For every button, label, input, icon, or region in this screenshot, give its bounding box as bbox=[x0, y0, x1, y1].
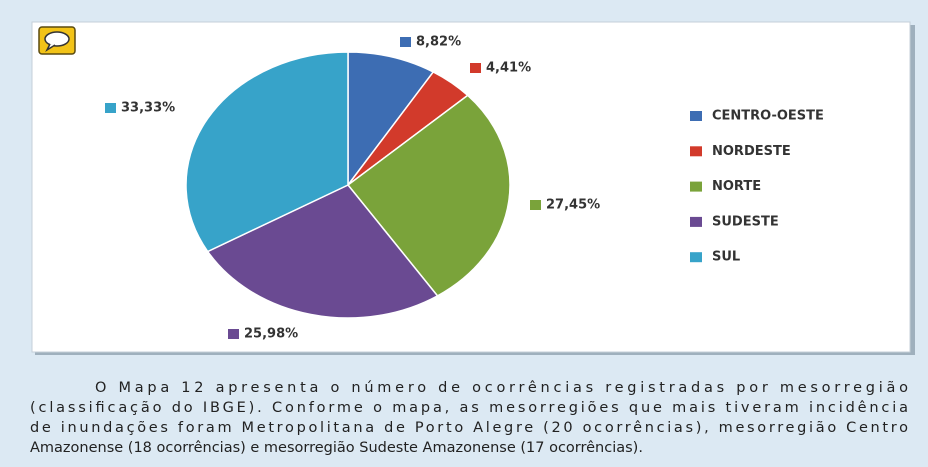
data-label: 33,33% bbox=[121, 101, 175, 116]
label-swatch bbox=[400, 37, 411, 47]
legend-label: SUL bbox=[712, 250, 740, 265]
label-swatch bbox=[470, 63, 481, 73]
label-swatch bbox=[105, 103, 116, 113]
paragraph-line: Amazonense (18 ocorrências) e mesorregiã… bbox=[30, 440, 643, 456]
legend-swatch bbox=[690, 252, 702, 263]
data-label: 27,45% bbox=[546, 198, 600, 213]
legend-swatch bbox=[690, 181, 702, 192]
paragraph-line: O Mapa 12 apresenta o número de ocorrênc… bbox=[95, 380, 908, 396]
pie-slice bbox=[346, 94, 511, 297]
pie-slice bbox=[185, 51, 349, 253]
legend-swatch bbox=[690, 111, 702, 121]
data-label: 4,41% bbox=[486, 61, 531, 76]
label-swatch bbox=[530, 200, 541, 210]
legend-swatch bbox=[690, 216, 702, 227]
label-swatch bbox=[228, 329, 239, 339]
paragraph-line: de inundações foram Metropolitana de Por… bbox=[30, 420, 908, 436]
pie-slice bbox=[206, 184, 439, 319]
pie-slice bbox=[347, 51, 435, 188]
legend-label: NORDESTE bbox=[712, 144, 791, 159]
legend-label: CENTRO-OESTE bbox=[712, 109, 824, 124]
data-label: 8,82% bbox=[416, 35, 461, 50]
legend-label: SUDESTE bbox=[712, 214, 779, 229]
legend-label: NORTE bbox=[712, 179, 761, 194]
icon bbox=[38, 26, 76, 55]
data-label: 25,98% bbox=[244, 327, 298, 342]
legend-swatch bbox=[690, 146, 702, 157]
